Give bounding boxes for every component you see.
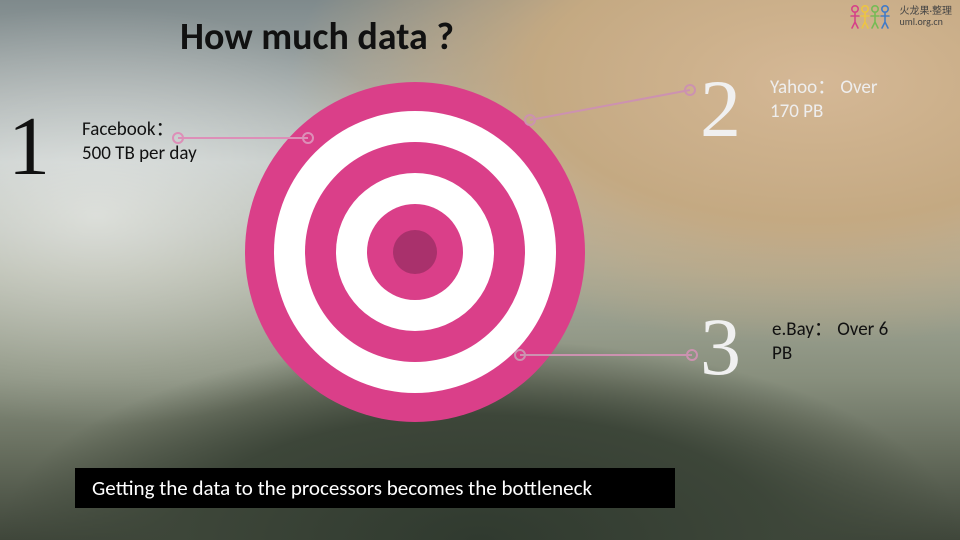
logo-people-icon	[847, 2, 893, 30]
callout-text-1: Facebook： 500 TB per day	[82, 118, 252, 166]
footer-text: Getting the data to the processors becom…	[92, 475, 592, 501]
callout-text-2: Yahoo： Over 170 PB	[770, 76, 940, 124]
target-rings	[245, 82, 585, 422]
slide-stage: How much data ? 火龙果·整理 uml.org.cn 1 Faceb…	[0, 0, 960, 540]
callout-number-2: 2	[700, 62, 741, 156]
target-ring-5	[393, 230, 437, 274]
slide-title: How much data ?	[180, 14, 454, 60]
corner-logo: 火龙果·整理 uml.org.cn	[847, 2, 952, 30]
logo-text: 火龙果·整理 uml.org.cn	[899, 5, 952, 27]
callout-number-3: 3	[700, 300, 741, 394]
callout-text-3: e.Bay： Over 6 PB	[772, 318, 942, 366]
logo-line2: uml.org.cn	[899, 16, 952, 27]
callout-number-1: 1	[8, 98, 50, 195]
